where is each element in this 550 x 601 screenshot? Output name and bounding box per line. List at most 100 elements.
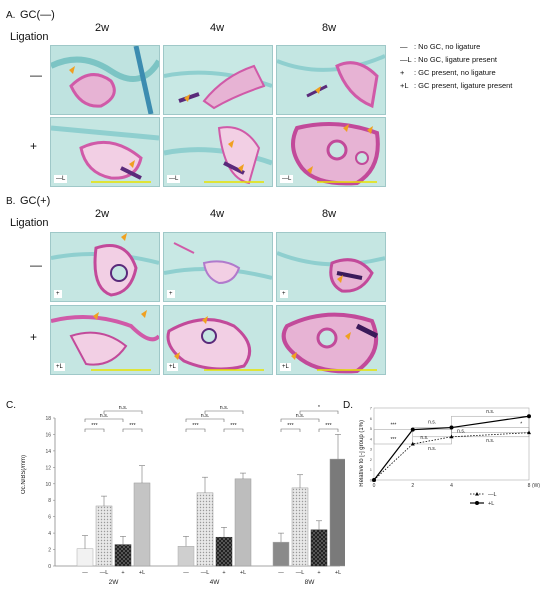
x-tick-label-c: +	[222, 570, 225, 576]
sig-d-7: n.s.	[457, 429, 465, 435]
point-d-0	[410, 441, 415, 446]
sig-d-2: ***	[390, 437, 396, 443]
sig-c-2W-d-label: n.s.	[119, 405, 128, 411]
panel-a-row-minus: —	[30, 68, 42, 82]
point-d-1	[527, 414, 531, 419]
y-tick-label-d: 7	[370, 406, 373, 411]
panel-a-col-4w: 4w	[210, 22, 225, 34]
sig-c-8W-b	[318, 428, 339, 432]
x-tick-label-d: 2	[411, 483, 414, 489]
sig-d-9: *	[520, 421, 522, 427]
x-tick-label-c: —	[278, 570, 284, 576]
sig-d-4: n.s.	[420, 435, 428, 441]
sig-c-8W-b-label: ***	[325, 423, 332, 429]
sig-c-4W-c	[185, 418, 225, 422]
sig-d-8: n.s.	[486, 438, 494, 444]
bar-8W-1	[291, 487, 309, 567]
tag-b-minus-4w: +	[167, 290, 175, 298]
panel-b-letter: B.	[6, 196, 16, 207]
y-tick-label-c: 8	[48, 498, 51, 504]
histology-b-plus-2w: +L	[50, 305, 160, 375]
point-d-1	[410, 427, 415, 432]
sig-c-2W-a	[84, 428, 105, 432]
panel-a-col-8w: 8w	[322, 22, 337, 34]
tag-b-minus-2w: +	[54, 290, 62, 298]
panel-a-col-2w: 2w	[95, 22, 110, 34]
group-label-c: 4W	[210, 579, 221, 586]
bar-2W-3	[133, 482, 151, 567]
sig-c-4W-d	[204, 410, 244, 414]
bar-4W-2	[215, 536, 233, 567]
panel-b-gc-label: GC(+)	[20, 195, 51, 207]
x-tick-label-d: 8	[528, 483, 531, 489]
histology-a-plus-4w: —L	[163, 117, 273, 187]
x-tick-label-c: —L	[296, 570, 305, 576]
histology-a-plus-8w: —L	[276, 117, 386, 187]
panel-b-col-2w: 2w	[95, 208, 110, 220]
group-label-c: 2W	[109, 579, 120, 586]
sig-d-1: ***	[390, 423, 396, 429]
sig-d-5: n.s.	[428, 446, 436, 452]
x-tick-label-c: +	[317, 570, 320, 576]
x-tick-label-c: —	[183, 570, 189, 576]
panel-b-col-4w: 4w	[210, 208, 225, 220]
y-tick-label-c: 0	[48, 564, 51, 570]
bar-2W-2	[114, 544, 132, 567]
point-d-1	[449, 425, 454, 430]
sig-c-4W-b-label: ***	[230, 423, 237, 429]
y-tick-label-d: 5	[370, 426, 373, 431]
x-tick-label-c: —L	[201, 570, 210, 576]
histology-b-plus-4w: +L	[163, 305, 273, 375]
tag-a-plus-2w: —L	[54, 175, 68, 183]
sig-c-8W-c	[280, 418, 320, 422]
histology-a-minus-8w	[276, 45, 386, 115]
tag-b-plus-4w: +L	[167, 363, 178, 371]
sig-c-8W-c-label: n.s.	[296, 413, 305, 419]
sig-c-2W-c	[84, 418, 124, 422]
y-tick-label-c: 16	[45, 432, 51, 438]
legend-marker-plusL	[475, 501, 479, 505]
x-tick-label-c: +	[121, 570, 124, 576]
histology-b-minus-4w: +	[163, 232, 273, 302]
bar-8W-3	[329, 458, 345, 567]
y-tick-label-c: 18	[45, 416, 51, 422]
y-tick-label-c: 12	[45, 465, 51, 471]
y-tick-label-d: 3	[370, 447, 373, 452]
legend-row-1: —: No GC, no ligature	[400, 42, 481, 51]
legend-row-4: +L: GC present, ligature present	[400, 81, 513, 90]
y-tick-label-d: 6	[370, 416, 373, 421]
sig-c-8W-d-label: *	[318, 405, 321, 411]
y-tick-label-c: 2	[48, 548, 51, 554]
histology-b-minus-2w: +	[50, 232, 160, 302]
point-d-0	[527, 430, 531, 435]
sig-box-d-4-8b	[451, 427, 530, 433]
x-unit-d: (W)	[532, 483, 540, 489]
panel-b-row-minus: —	[30, 258, 42, 272]
x-tick-label-c: +L	[335, 570, 341, 576]
x-tick-label-c: —	[82, 570, 88, 576]
y-tick-label-c: 4	[48, 531, 51, 537]
x-tick-label-c: +L	[139, 570, 145, 576]
x-tick-label-d: 0	[373, 483, 376, 489]
bar-2W-0	[76, 548, 94, 567]
y-tick-label-d: 1	[370, 467, 373, 472]
bar-8W-0	[272, 541, 290, 567]
histology-a-minus-2w	[50, 45, 160, 115]
tag-b-plus-8w: +L	[280, 363, 291, 371]
bar-4W-3	[234, 478, 252, 567]
panel-a-row-plus: +	[30, 139, 38, 153]
sig-c-8W-d	[299, 410, 339, 414]
y-tick-label-d: 4	[370, 436, 373, 441]
tag-b-minus-8w: +	[280, 290, 288, 298]
point-d-0	[449, 434, 454, 439]
point-d-1	[372, 478, 376, 482]
sig-c-4W-c-label: n.s.	[201, 413, 210, 419]
series-line-d-1	[373, 415, 530, 481]
panel-b-ligation-label: Ligation	[10, 217, 49, 229]
x-tick-label-c: +L	[240, 570, 246, 576]
tag-b-plus-2w: +L	[54, 363, 65, 371]
histology-a-plus-2w: —L	[50, 117, 160, 187]
x-tick-label-d: 4	[450, 483, 453, 489]
bar-4W-1	[196, 492, 214, 567]
